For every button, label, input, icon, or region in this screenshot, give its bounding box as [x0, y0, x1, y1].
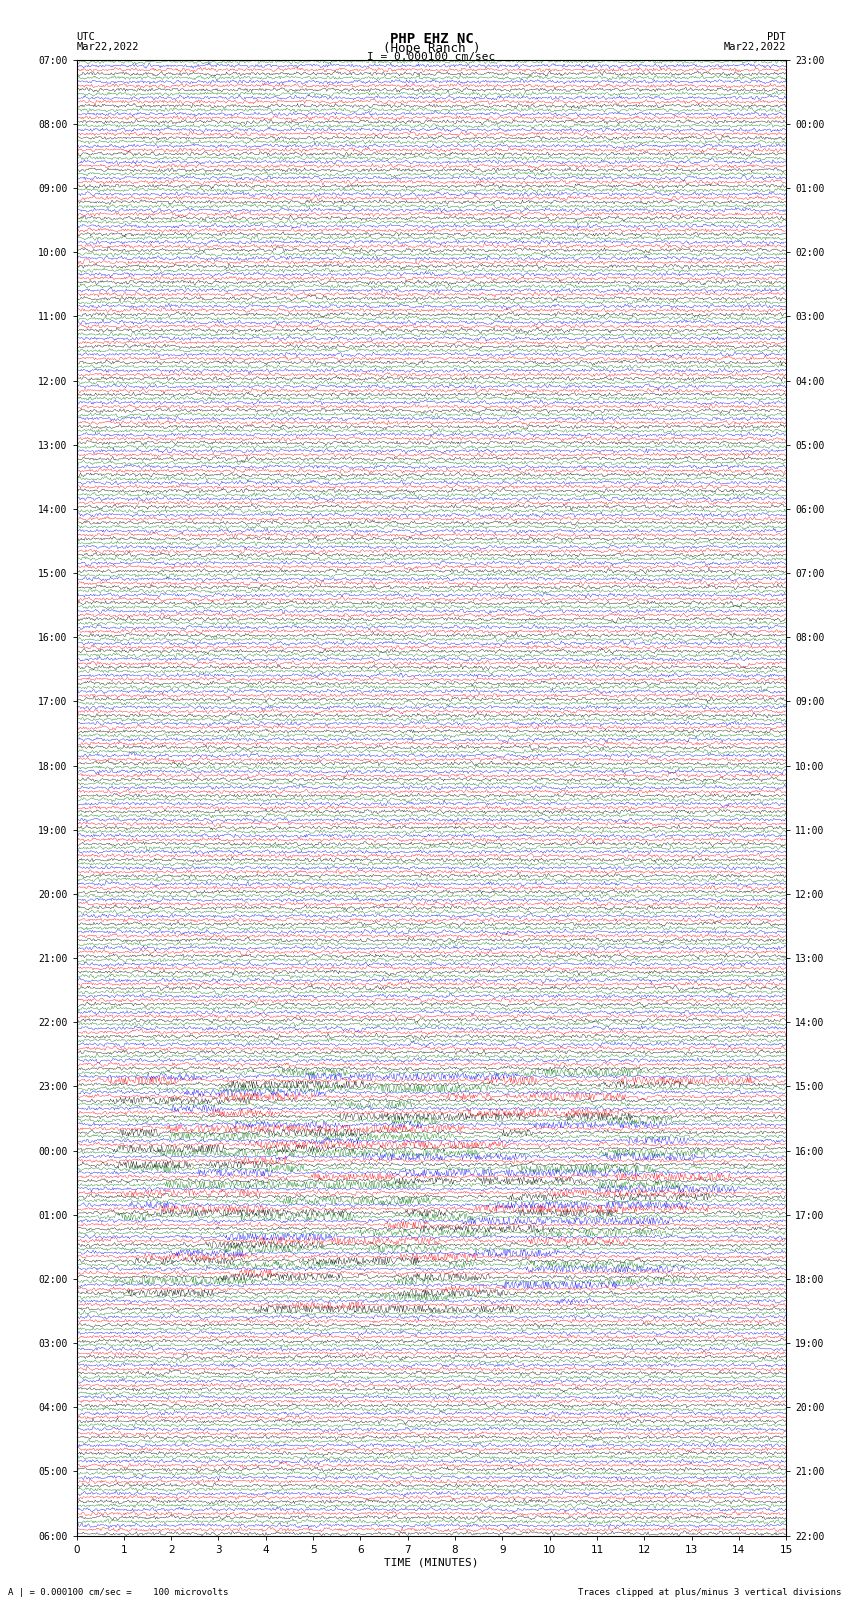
Text: A | = 0.000100 cm/sec =    100 microvolts: A | = 0.000100 cm/sec = 100 microvolts: [8, 1587, 229, 1597]
Text: UTC: UTC: [76, 32, 95, 42]
Text: Mar22,2022: Mar22,2022: [723, 42, 786, 52]
Text: I = 0.000100 cm/sec: I = 0.000100 cm/sec: [367, 52, 496, 61]
Text: PHP EHZ NC: PHP EHZ NC: [389, 32, 473, 47]
Text: Mar22,2022: Mar22,2022: [76, 42, 139, 52]
Text: PDT: PDT: [768, 32, 786, 42]
Text: (Hope Ranch ): (Hope Ranch ): [382, 42, 480, 55]
Text: Traces clipped at plus/minus 3 vertical divisions: Traces clipped at plus/minus 3 vertical …: [578, 1587, 842, 1597]
X-axis label: TIME (MINUTES): TIME (MINUTES): [384, 1558, 479, 1568]
